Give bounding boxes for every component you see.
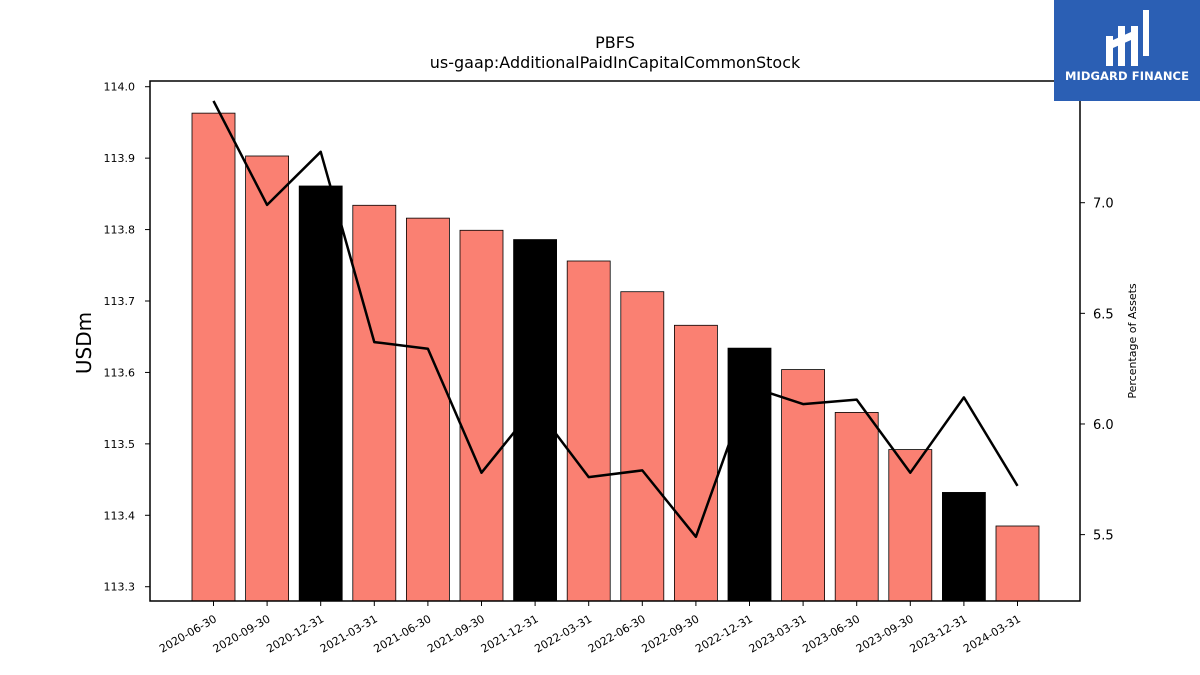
x-tick-label: 2022-09-30 (640, 612, 702, 655)
y-tick-label: 113.8 (104, 224, 136, 237)
bar-2023-12-31 (942, 492, 986, 602)
x-tick-label: 2023-06-30 (800, 612, 862, 655)
y2-tick-label: 6.5 (1093, 307, 1114, 322)
chart-title: PBFS (595, 33, 635, 52)
y-tick-label: 114.0 (104, 81, 136, 94)
y-axis-label: USDm (72, 312, 96, 374)
x-tick-label: 2021-06-30 (372, 612, 434, 655)
y-tick-label: 113.7 (104, 295, 136, 308)
x-tick-label: 2022-06-30 (586, 612, 648, 655)
logo-text: MIDGARD FINANCE (1064, 69, 1190, 83)
bar-2023-09-30 (888, 449, 933, 602)
percentage-line (212, 100, 1019, 539)
brand-logo: MIDGARD FINANCE (1054, 0, 1200, 101)
y-tick-label: 113.3 (104, 581, 136, 594)
bar-2022-09-30 (674, 324, 718, 602)
y-tick-label: 113.6 (104, 366, 136, 379)
bar-group (191, 112, 1040, 602)
bar-2023-03-31 (781, 369, 825, 602)
bar-2021-06-30 (405, 217, 450, 602)
bar-2024-03-31 (995, 525, 1040, 602)
x-tick-label: 2021-09-30 (425, 612, 487, 655)
y-tick-label: 113.4 (104, 509, 136, 522)
bar-2023-06-30 (834, 412, 879, 602)
x-tick-label: 2022-12-31 (693, 612, 755, 655)
bar-2020-06-30 (191, 112, 236, 602)
y2-axis-label: Percentage of Assets (1126, 283, 1139, 399)
x-tick-label: 2023-03-31 (747, 612, 809, 655)
bar-2022-06-30 (620, 291, 665, 602)
x-tick-label: 2023-12-31 (908, 612, 970, 655)
y2-tick-label: 7.0 (1093, 197, 1114, 212)
bar-2021-12-31 (513, 239, 557, 602)
y-tick-label: 113.9 (104, 152, 136, 165)
midgard-logo-icon (1106, 10, 1149, 66)
x-tick-label: 2021-12-31 (479, 612, 541, 655)
line-group (212, 100, 1019, 539)
y2-tick-label: 6.0 (1093, 418, 1114, 433)
bar-2020-09-30 (245, 155, 290, 602)
plot-frame (149, 80, 1081, 602)
x-tick-label: 2021-03-31 (318, 612, 380, 655)
bar-2021-09-30 (459, 229, 504, 602)
x-tick-label: 2024-03-31 (961, 612, 1023, 655)
chart-subtitle: us-gaap:AdditionalPaidInCapitalCommonSto… (430, 53, 801, 72)
y2-tick-label: 5.5 (1093, 529, 1114, 544)
y-tick-label: 113.5 (104, 438, 136, 451)
x-tick-label: 2020-06-30 (157, 612, 219, 655)
bar-2022-03-31 (566, 260, 611, 602)
x-tick-label: 2020-12-31 (264, 612, 326, 655)
bar-2020-12-31 (298, 185, 343, 602)
x-tick-label: 2022-03-31 (532, 612, 594, 655)
x-tick-label: 2023-09-30 (854, 612, 916, 655)
x-tick-label: 2020-09-30 (211, 612, 273, 655)
bar-2021-03-31 (352, 204, 397, 602)
